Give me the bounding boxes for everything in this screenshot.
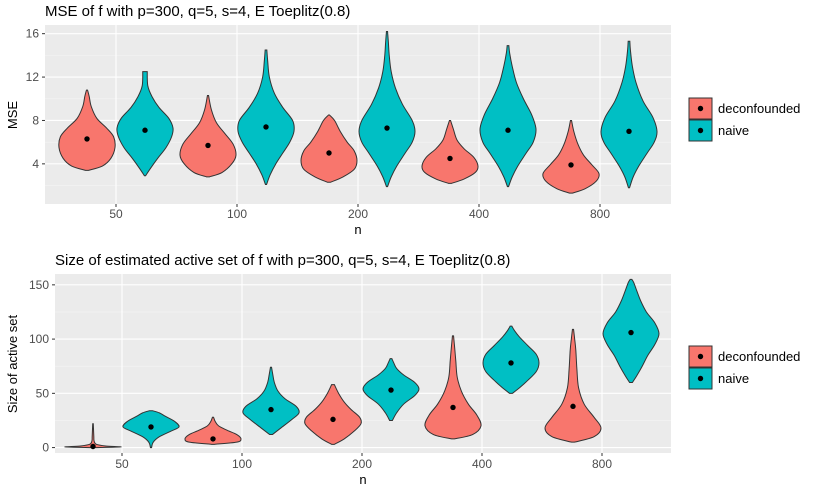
legend-key-dot (697, 127, 704, 134)
mse-violin-deconfounded-n400 (421, 119, 479, 184)
mse-median-deconfounded-n50 (84, 136, 90, 142)
active-set-violin-naive-n400 (482, 325, 540, 394)
mse-median-deconfounded-n800 (568, 162, 574, 168)
mse-median-naive-n200 (384, 125, 390, 131)
mse-violin-naive-n200 (358, 31, 416, 188)
active-set-x-tick-label: 100 (232, 457, 252, 471)
active-set-violin-deconfounded-n200 (304, 384, 362, 445)
mse-chart-title: MSE of f with p=300, q=5, s=4, E Toeplit… (45, 3, 350, 20)
legend-label-naive: naive (718, 371, 749, 386)
active-set-median-naive-n50 (148, 424, 154, 430)
mse-y-axis-label: MSE (5, 101, 20, 130)
active-set-chart: Size of estimated active set of f with p… (5, 252, 800, 487)
legend-key-dot (697, 375, 704, 382)
active-set-gridlines (52, 274, 671, 456)
mse-y-tick-label: 16 (26, 27, 40, 41)
active-set-y-tick-label: 50 (36, 386, 50, 400)
mse-y-tick-label: 4 (32, 157, 39, 171)
mse-violin-naive-n50 (116, 71, 174, 177)
mse-legend: deconfounded naive (688, 97, 800, 142)
mse-y-tick-label: 12 (26, 70, 40, 84)
mse-x-tick-label: 50 (109, 207, 123, 221)
mse-violin-naive-n100 (237, 49, 295, 185)
active-set-median-naive-n200 (388, 387, 394, 393)
active-set-median-deconfounded-n200 (330, 416, 336, 423)
mse-median-naive-n400 (505, 127, 511, 133)
active-set-x-tick-label: 50 (115, 457, 129, 471)
mse-x-tick-label: 400 (469, 207, 489, 221)
mse-x-tick-label: 800 (590, 207, 610, 221)
legend-label-deconfounded: deconfounded (718, 349, 800, 364)
active-set-medians (90, 329, 634, 450)
active-set-legend: deconfounded naive (688, 345, 800, 390)
active-set-y-axis: 0 50 100 150 (29, 278, 49, 455)
active-set-x-tick-label: 400 (472, 457, 492, 471)
active-set-y-tick-label: 100 (29, 332, 49, 346)
mse-x-tick-label: 200 (348, 207, 368, 221)
active-set-median-deconfounded-n50 (90, 443, 96, 450)
mse-violin-deconfounded-n50 (58, 89, 116, 171)
mse-median-naive-n800 (626, 128, 632, 135)
active-set-x-tick-label: 800 (592, 457, 612, 471)
active-set-violin-deconfounded-n800 (544, 328, 602, 443)
mse-median-naive-n50 (142, 127, 148, 133)
mse-median-deconfounded-n100 (205, 142, 211, 149)
active-set-violins (64, 278, 660, 449)
legend-key-dot (697, 353, 704, 360)
active-set-violin-naive-n100 (242, 366, 300, 436)
mse-chart: MSE of f with p=300, q=5, s=4, E Toeplit… (5, 3, 800, 237)
mse-x-axis-label: n (354, 222, 361, 237)
active-set-median-deconfounded-n100 (210, 436, 216, 442)
active-set-median-deconfounded-n800 (570, 403, 576, 410)
active-set-x-axis-label: n (359, 472, 366, 487)
mse-median-deconfounded-n200 (326, 150, 332, 156)
active-set-chart-title: Size of estimated active set of f with p… (55, 252, 510, 269)
mse-violin-naive-n800 (600, 40, 658, 189)
mse-violin-naive-n400 (479, 45, 537, 188)
mse-medians (84, 124, 632, 168)
legend-label-deconfounded: deconfounded (718, 101, 800, 116)
active-set-violin-deconfounded-n50 (64, 423, 122, 449)
mse-violins (58, 31, 658, 194)
mse-median-deconfounded-n400 (447, 155, 453, 162)
mse-x-tick-label: 100 (227, 207, 247, 221)
legend-key-dot (697, 105, 704, 112)
mse-y-tick-label: 8 (32, 113, 39, 127)
active-set-y-axis-label: Size of active set (5, 314, 20, 413)
active-set-x-tick-label: 200 (352, 457, 372, 471)
mse-violin-deconfounded-n100 (179, 95, 237, 178)
mse-y-axis: 4 8 12 16 (26, 27, 40, 171)
active-set-violin-deconfounded-n100 (184, 416, 242, 445)
active-set-x-axis: 50 100 200 400 800 (115, 457, 612, 471)
active-set-median-naive-n800 (628, 329, 634, 336)
mse-violin-deconfounded-n200 (300, 114, 358, 183)
active-set-median-naive-n400 (508, 360, 514, 366)
mse-violin-deconfounded-n800 (542, 119, 600, 194)
active-set-y-tick-label: 150 (29, 278, 49, 292)
legend-label-naive: naive (718, 123, 749, 138)
active-set-median-deconfounded-n400 (450, 404, 456, 411)
active-set-violin-deconfounded-n400 (424, 335, 482, 440)
mse-x-axis: 50 100 200 400 800 (109, 207, 610, 221)
active-set-y-tick-label: 0 (42, 441, 49, 455)
mse-median-naive-n100 (263, 124, 269, 130)
active-set-median-naive-n100 (268, 406, 274, 413)
